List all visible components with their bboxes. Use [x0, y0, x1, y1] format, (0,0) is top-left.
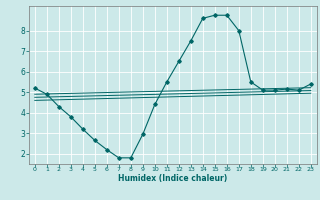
X-axis label: Humidex (Indice chaleur): Humidex (Indice chaleur)	[118, 174, 228, 183]
